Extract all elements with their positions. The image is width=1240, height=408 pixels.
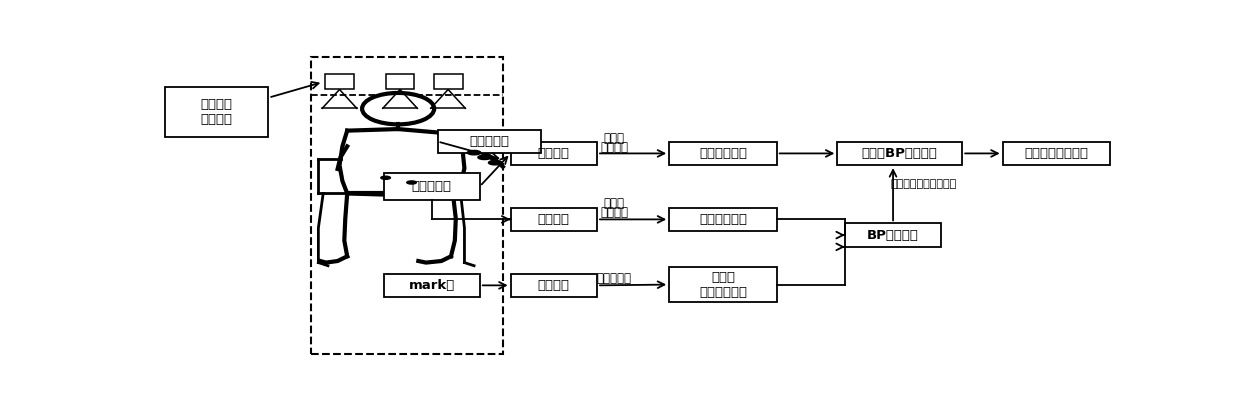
FancyBboxPatch shape — [1003, 142, 1110, 165]
Text: 预处理: 预处理 — [604, 197, 625, 210]
Text: mark点: mark点 — [409, 279, 455, 292]
FancyBboxPatch shape — [383, 274, 480, 297]
Text: 腕关节
弯曲伸展角度: 腕关节 弯曲伸展角度 — [699, 271, 746, 299]
Text: 肌电采集仪: 肌电采集仪 — [470, 135, 510, 148]
Circle shape — [381, 176, 391, 180]
FancyBboxPatch shape — [325, 74, 353, 89]
Text: 三维运动
捕捉系统: 三维运动 捕捉系统 — [201, 98, 233, 126]
Text: 肌电信号: 肌电信号 — [538, 147, 570, 160]
Text: 肌电活跃强度: 肌电活跃强度 — [699, 213, 746, 226]
FancyBboxPatch shape — [844, 223, 941, 247]
Circle shape — [467, 151, 481, 155]
FancyBboxPatch shape — [670, 142, 776, 165]
Circle shape — [489, 160, 502, 165]
FancyBboxPatch shape — [438, 130, 542, 153]
Text: BP神经网络: BP神经网络 — [867, 228, 919, 242]
FancyBboxPatch shape — [434, 74, 463, 89]
Text: 肌电采集仪: 肌电采集仪 — [412, 180, 451, 193]
Text: 运动坐标: 运动坐标 — [538, 279, 570, 292]
FancyBboxPatch shape — [670, 208, 776, 231]
FancyBboxPatch shape — [511, 142, 596, 165]
Text: 特征提取: 特征提取 — [600, 142, 629, 154]
Circle shape — [407, 181, 417, 184]
Text: 运动学建模: 运动学建模 — [596, 273, 632, 286]
FancyBboxPatch shape — [383, 173, 480, 200]
Text: 预处理: 预处理 — [604, 132, 625, 145]
FancyBboxPatch shape — [311, 57, 503, 354]
Circle shape — [477, 155, 491, 160]
FancyBboxPatch shape — [165, 86, 268, 137]
Text: 肌电活跃强度: 肌电活跃强度 — [699, 147, 746, 160]
FancyBboxPatch shape — [837, 142, 962, 165]
Text: 稳定的BP神经网络: 稳定的BP神经网络 — [862, 147, 937, 160]
Text: 特征提取: 特征提取 — [600, 206, 629, 220]
FancyBboxPatch shape — [670, 267, 776, 302]
Text: 肌电信号: 肌电信号 — [538, 213, 570, 226]
Ellipse shape — [362, 93, 434, 124]
Text: 满足误差要求完成训练: 满足误差要求完成训练 — [890, 179, 957, 189]
FancyBboxPatch shape — [511, 208, 596, 231]
FancyBboxPatch shape — [511, 274, 596, 297]
Text: 腕关节角度预测值: 腕关节角度预测值 — [1024, 147, 1089, 160]
FancyBboxPatch shape — [386, 74, 414, 89]
